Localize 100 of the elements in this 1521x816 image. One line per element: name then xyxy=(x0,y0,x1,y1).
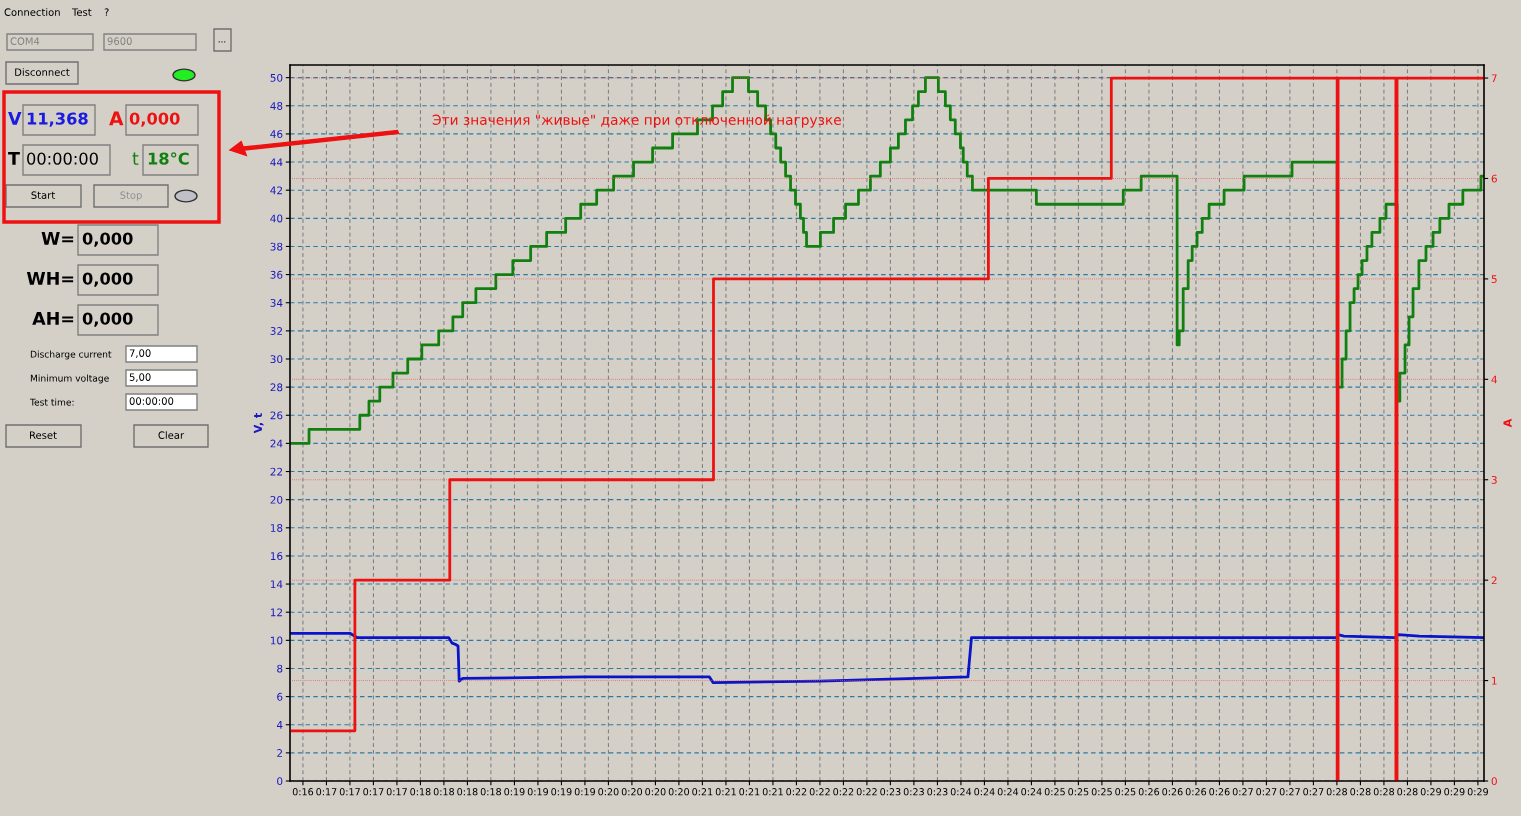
x-tick-label: 0:22 xyxy=(809,788,830,796)
x-tick-label: 0:19 xyxy=(551,788,572,796)
text: Discharge current xyxy=(30,350,112,360)
text: 00:00:00 xyxy=(129,397,174,405)
text: Start xyxy=(31,191,55,199)
text: 5,00 xyxy=(129,373,151,382)
text: 7,00 xyxy=(129,349,151,358)
y-tick-label: 24 xyxy=(270,439,283,448)
y-tick-label: 48 xyxy=(270,102,283,110)
text: ... xyxy=(218,41,226,43)
text: COM4 xyxy=(10,37,40,45)
text: Stop xyxy=(120,191,142,201)
text: Test time: xyxy=(29,398,74,406)
x-tick-label: 0:28 xyxy=(1373,788,1395,796)
x-tick-label: 0:17 xyxy=(316,788,337,796)
y2-tick-label: 7 xyxy=(1491,74,1497,83)
y-tick-label: 14 xyxy=(270,580,283,589)
x-tick-label: 0:23 xyxy=(903,788,924,796)
x-tick-label: 0:21 xyxy=(692,788,713,796)
x-tick-label: 0:20 xyxy=(598,788,619,796)
y-tick-label: 50 xyxy=(270,73,283,82)
y-tick-label: 36 xyxy=(270,270,283,279)
y2-tick-label: 2 xyxy=(1491,576,1497,585)
y2-tick-label: 0 xyxy=(1491,777,1497,786)
text: Reset xyxy=(30,431,57,439)
text: W= xyxy=(41,232,74,245)
text: WH= xyxy=(26,272,74,285)
x-tick-label: 0:24 xyxy=(997,788,1019,796)
x-tick-label: 0:21 xyxy=(762,788,783,796)
y-tick-label: 32 xyxy=(270,327,283,335)
y-tick-label: 8 xyxy=(277,664,283,673)
x-tick-label: 0:29 xyxy=(1467,788,1488,796)
y-tick-label: 42 xyxy=(270,186,283,195)
x-tick-label: 0:21 xyxy=(739,788,760,796)
x-tick-label: 0:17 xyxy=(363,788,384,796)
x-tick-label: 0:26 xyxy=(1138,788,1160,796)
text: Test xyxy=(71,8,92,16)
text: 0,000 xyxy=(82,272,133,287)
x-tick-label: 0:26 xyxy=(1209,788,1230,796)
y2-tick-label: 6 xyxy=(1491,174,1497,183)
text: Minimum voltage xyxy=(30,374,109,384)
x-tick-label: 0:18 xyxy=(480,788,501,796)
y-tick-label: 28 xyxy=(270,383,283,392)
x-tick-label: 0:17 xyxy=(386,788,407,796)
x-tick-label: 0:27 xyxy=(1256,788,1277,796)
y-tick-label: 16 xyxy=(270,552,283,561)
text: t xyxy=(132,152,139,165)
text: T xyxy=(8,152,20,165)
text: A xyxy=(109,111,124,126)
x-tick-label: 0:20 xyxy=(668,788,690,796)
x-tick-label: 0:20 xyxy=(621,788,643,796)
text: AH= xyxy=(32,312,74,325)
y-tick-label: 18 xyxy=(270,524,283,532)
y-axis-title: V, t xyxy=(253,412,264,434)
x-tick-label: 0:25 xyxy=(1115,788,1136,796)
y2-tick-label: 3 xyxy=(1491,475,1497,484)
y-tick-label: 44 xyxy=(270,158,283,167)
x-tick-label: 0:23 xyxy=(927,788,948,796)
x-tick-label: 0:19 xyxy=(527,788,549,796)
y-tick-label: 46 xyxy=(270,130,283,139)
x-tick-label: 0:25 xyxy=(1068,788,1089,796)
x-tick-label: 0:17 xyxy=(339,788,360,796)
x-tick-label: 0:29 xyxy=(1444,788,1465,796)
y-tick-label: 22 xyxy=(270,467,283,476)
y-tick-label: 40 xyxy=(270,214,283,223)
x-tick-label: 0:27 xyxy=(1303,788,1324,796)
text: Connection xyxy=(4,8,60,16)
x-tick-label: 0:21 xyxy=(715,788,736,796)
y2-tick-label: 4 xyxy=(1491,375,1497,384)
x-tick-label: 0:18 xyxy=(457,788,478,796)
x-tick-label: 0:26 xyxy=(1162,788,1183,796)
y-tick-label: 2 xyxy=(277,749,283,757)
y-tick-label: 12 xyxy=(270,608,283,617)
x-tick-label: 0:24 xyxy=(974,788,995,796)
y-tick-label: 4 xyxy=(276,721,283,729)
y-tick-label: 6 xyxy=(277,692,283,701)
x-tick-label: 0:19 xyxy=(574,788,596,796)
y-tick-label: 10 xyxy=(270,636,283,645)
text: Disconnect xyxy=(15,68,70,76)
x-tick-label: 0:23 xyxy=(880,788,901,796)
y-tick-label: 34 xyxy=(270,298,283,307)
x-tick-label: 0:22 xyxy=(833,788,854,796)
text: 0,000 xyxy=(129,112,180,127)
x-tick-label: 0:18 xyxy=(410,788,431,796)
x-tick-label: 0:16 xyxy=(292,788,314,796)
x-tick-label: 0:24 xyxy=(950,788,972,796)
text: V xyxy=(8,112,22,125)
y-tick-label: 38 xyxy=(270,242,283,251)
x-tick-label: 0:22 xyxy=(786,788,807,796)
y2-axis-title: A xyxy=(1503,418,1512,428)
x-tick-label: 0:27 xyxy=(1232,788,1253,796)
text: 0,000 xyxy=(82,232,133,247)
x-tick-label: 0:24 xyxy=(1021,788,1042,796)
y2-tick-label: 5 xyxy=(1491,275,1497,283)
y2-tick-label: 1 xyxy=(1492,676,1497,685)
x-tick-label: 0:29 xyxy=(1420,788,1442,796)
text: 11,368 xyxy=(27,112,88,127)
text: 0,000 xyxy=(82,312,133,327)
text: Clear xyxy=(158,431,185,439)
y-tick-label: 26 xyxy=(270,411,283,420)
